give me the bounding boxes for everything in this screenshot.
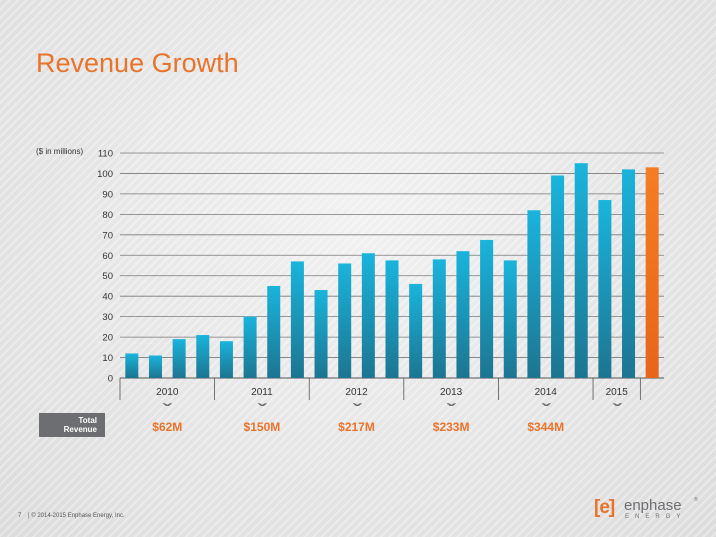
- logo-sub: ENERGY: [625, 514, 687, 520]
- revenue-bar-chart: ($ in millions) 0 10 20 30 40 50 60 70 80 90 100 11…: [36, 147, 664, 400]
- total-label-line2: Revenue: [63, 425, 97, 434]
- bar: [574, 163, 588, 378]
- y-tick-label: 30: [102, 312, 113, 323]
- y-tick-label: 100: [97, 169, 113, 180]
- bar: [409, 283, 423, 378]
- bar: [480, 239, 494, 378]
- y-tick-label: 20: [102, 333, 113, 344]
- total-revenue-label: Total Revenue: [39, 413, 105, 437]
- bar: [267, 285, 281, 378]
- bar: [598, 200, 612, 378]
- logo-mark: [e]: [594, 497, 615, 518]
- chevron-down-icon: ˇ: [612, 402, 621, 419]
- bar: [527, 210, 541, 378]
- annual-total-value: $233M: [432, 420, 470, 434]
- year-label: 2011: [251, 387, 273, 398]
- bar: [551, 175, 565, 378]
- annual-total-value: $62M: [152, 420, 183, 434]
- year-label: 2015: [606, 387, 629, 398]
- page-title: Revenue Growth: [36, 48, 239, 78]
- y-tick-label: 40: [102, 292, 113, 303]
- annual-total-value: $344M: [527, 420, 565, 434]
- chevron-down-icon: ˇ: [257, 402, 267, 419]
- y-tick-labels: 0 10 20 30 40 50 60 70 80 90 100 110: [97, 149, 113, 385]
- logo-registered: ®: [694, 497, 698, 503]
- y-tick-label: 60: [102, 251, 113, 262]
- y-tick-label: 0: [108, 374, 113, 385]
- enphase-logo: [e] enphase ® ENERGY: [594, 497, 698, 520]
- chevron-down-icon: ˇ: [446, 402, 456, 419]
- bar: [196, 335, 210, 378]
- bar: [456, 251, 470, 378]
- footer: 7 | © 2014-2015 Enphase Energy, Inc.: [18, 513, 125, 519]
- chevron-down-icon: ˇ: [352, 402, 361, 419]
- y-tick-label: 10: [102, 353, 113, 364]
- bar: [361, 253, 375, 378]
- bar: [148, 355, 162, 378]
- bar: [338, 263, 352, 378]
- bar: [172, 339, 186, 378]
- y-tick-label: 90: [102, 189, 113, 200]
- y-tick-label: 70: [102, 230, 113, 241]
- logo-word: enphase: [624, 497, 682, 514]
- copyright-text: | © 2014-2015 Enphase Energy, Inc.: [28, 513, 125, 519]
- bar: [219, 341, 233, 378]
- annual-total-value: $150M: [243, 420, 281, 434]
- bar: [385, 260, 399, 378]
- bar: [432, 259, 446, 378]
- bar: [290, 261, 304, 378]
- chevron-down-icon: ˇ: [541, 402, 550, 419]
- page-number: 7: [18, 513, 22, 519]
- year-label: 2010: [156, 387, 179, 398]
- chevron-down-icon: ˇ: [163, 402, 172, 419]
- annual-total-value: $217M: [338, 420, 375, 434]
- y-tick-label: 110: [98, 149, 113, 160]
- bar: [314, 290, 328, 378]
- y-tick-label: 50: [102, 271, 113, 282]
- year-label: 2014: [535, 387, 558, 398]
- y-axis-unit-label: ($ in millions): [36, 147, 83, 156]
- bar: [243, 316, 257, 378]
- total-label-line1: Total: [78, 416, 97, 425]
- year-label: 2013: [440, 387, 463, 398]
- bar: [503, 260, 517, 378]
- bar: [622, 169, 636, 378]
- year-axis: 2010 2011 2012 2013 2014 2015: [119, 378, 641, 400]
- bars: [125, 163, 659, 378]
- bar: [125, 353, 139, 378]
- year-label: 2012: [345, 387, 368, 398]
- bar: [645, 167, 659, 378]
- y-tick-label: 80: [102, 210, 113, 221]
